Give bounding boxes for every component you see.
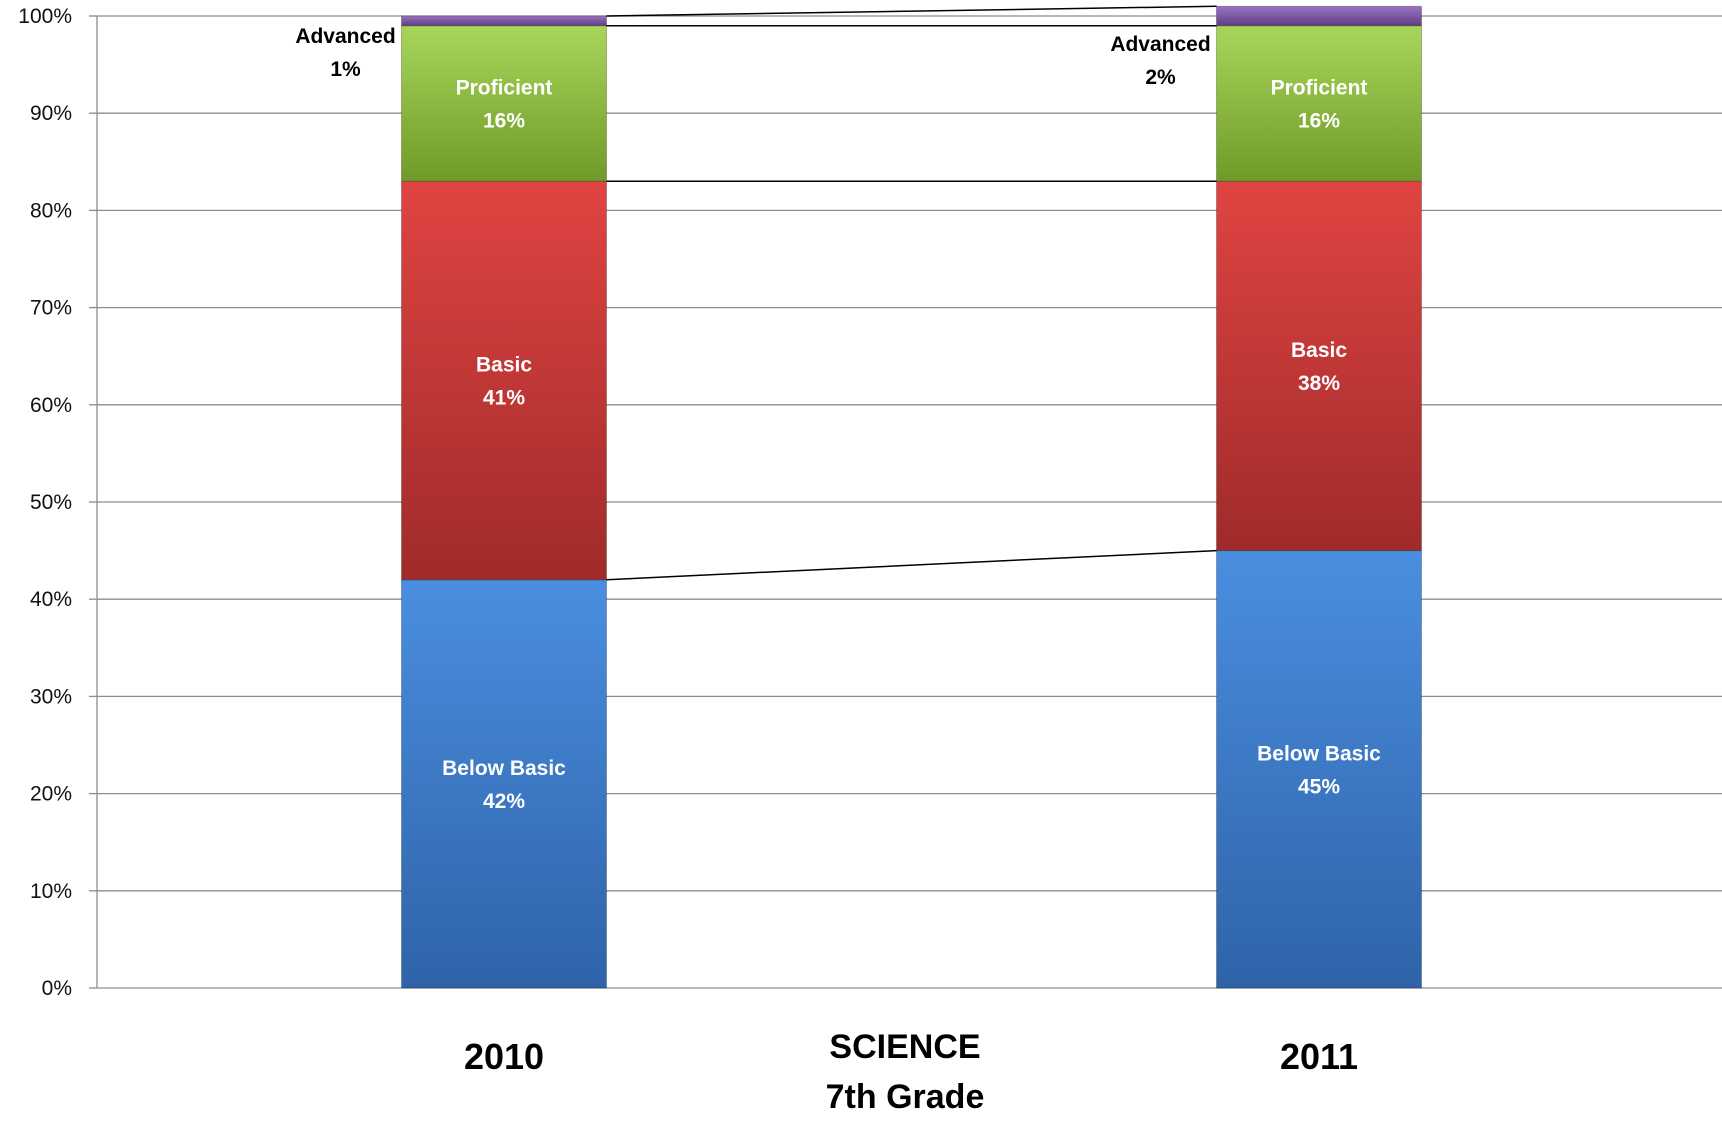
bar-segment (1216, 5, 1422, 27)
data-labels: Below Basic 42% Below Basic 45% Basic 41% Basi… (295, 25, 1381, 813)
chart-title-line: SCIENCE (829, 1028, 980, 1066)
y-tick-label: 50% (30, 491, 72, 514)
y-tick-label: 70% (30, 297, 72, 320)
data-label: Basic 41% (476, 354, 532, 410)
data-label: Proficient 16% (1271, 76, 1368, 132)
y-tick-label: 80% (30, 199, 72, 222)
data-label: Below Basic 45% (1257, 742, 1381, 798)
bar-segment (1216, 180, 1422, 552)
x-category-label: 2011 (1280, 1036, 1358, 1077)
data-label: Proficient 16% (456, 76, 553, 132)
y-tick-label: 30% (30, 685, 72, 708)
y-tick-label: 60% (30, 394, 72, 417)
y-tick-label: 100% (18, 5, 72, 28)
y-tick-label: 40% (30, 588, 72, 611)
bar-segment (401, 180, 607, 581)
chart-title: SCIENCE 7th Grade (826, 1028, 985, 1116)
bar-segment (1216, 25, 1422, 182)
bar-segment (1216, 550, 1422, 989)
bar-segment (401, 15, 607, 27)
series-line (606, 549, 1217, 581)
gridlines (97, 15, 1722, 989)
data-label: Advanced 1% (295, 25, 395, 81)
x-category-label: 2010 (464, 1036, 544, 1077)
bar-segment (401, 579, 607, 989)
axes: 0% 10% 20% 30% 40% 50% 60% 70% 80% 90% 100% 2010 201… (18, 5, 1358, 1077)
y-tick-label: 10% (30, 880, 72, 903)
data-label: Basic 38% (1291, 339, 1347, 395)
series-lines (606, 5, 1217, 581)
data-label: Advanced 2% (1110, 33, 1210, 89)
bars (401, 5, 1422, 989)
data-label: Below Basic 42% (442, 757, 566, 813)
y-tick-label: 0% (42, 977, 72, 1000)
y-tick-label: 90% (30, 102, 72, 125)
bar-segment (401, 25, 607, 182)
chart-title-line: 7th Grade (826, 1078, 985, 1116)
series-line (606, 5, 1217, 17)
y-tick-label: 20% (30, 783, 72, 806)
